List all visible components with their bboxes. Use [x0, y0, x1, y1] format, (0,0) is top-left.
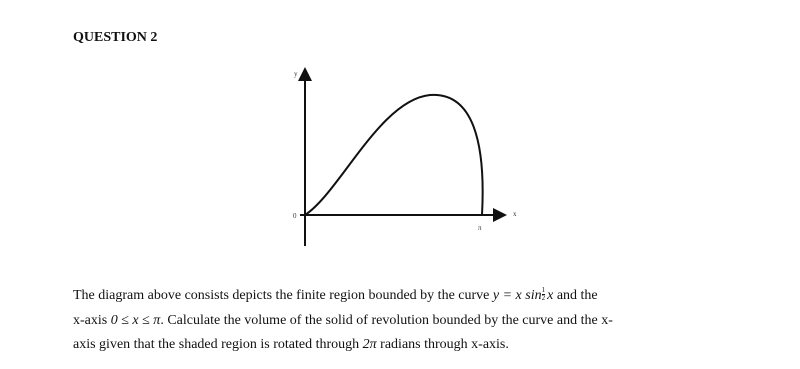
origin-label: 0 — [293, 212, 297, 220]
x-axis-label: x — [513, 210, 517, 218]
text: The diagram above consists depicts the f… — [73, 288, 490, 303]
math: y = x sin — [492, 288, 542, 303]
paragraph-line: x-axis 0 ≤ x ≤ π. Calculate the volume o… — [73, 313, 613, 329]
text: axis given that the shaded region is rot… — [73, 337, 360, 352]
paragraph-line: The diagram above consists depicts the f… — [73, 287, 598, 304]
text: and the — [556, 288, 598, 303]
y-axis-label: y — [294, 70, 298, 78]
denominator: 2 — [541, 294, 546, 302]
pi-label: π — [478, 224, 482, 232]
text: radians through x-axis. — [380, 337, 509, 352]
question-title: QUESTION 2 — [73, 30, 158, 45]
text: . Calculate the volume of the solid of r… — [160, 313, 613, 328]
paragraph-line: axis given that the shaded region is rot… — [73, 337, 509, 353]
curve — [304, 93, 484, 216]
text: x-axis — [73, 313, 108, 328]
math: x — [547, 288, 554, 303]
numerator: 1 — [541, 286, 546, 295]
math: 0 ≤ x ≤ π — [110, 313, 161, 328]
math: 2π — [362, 337, 377, 352]
